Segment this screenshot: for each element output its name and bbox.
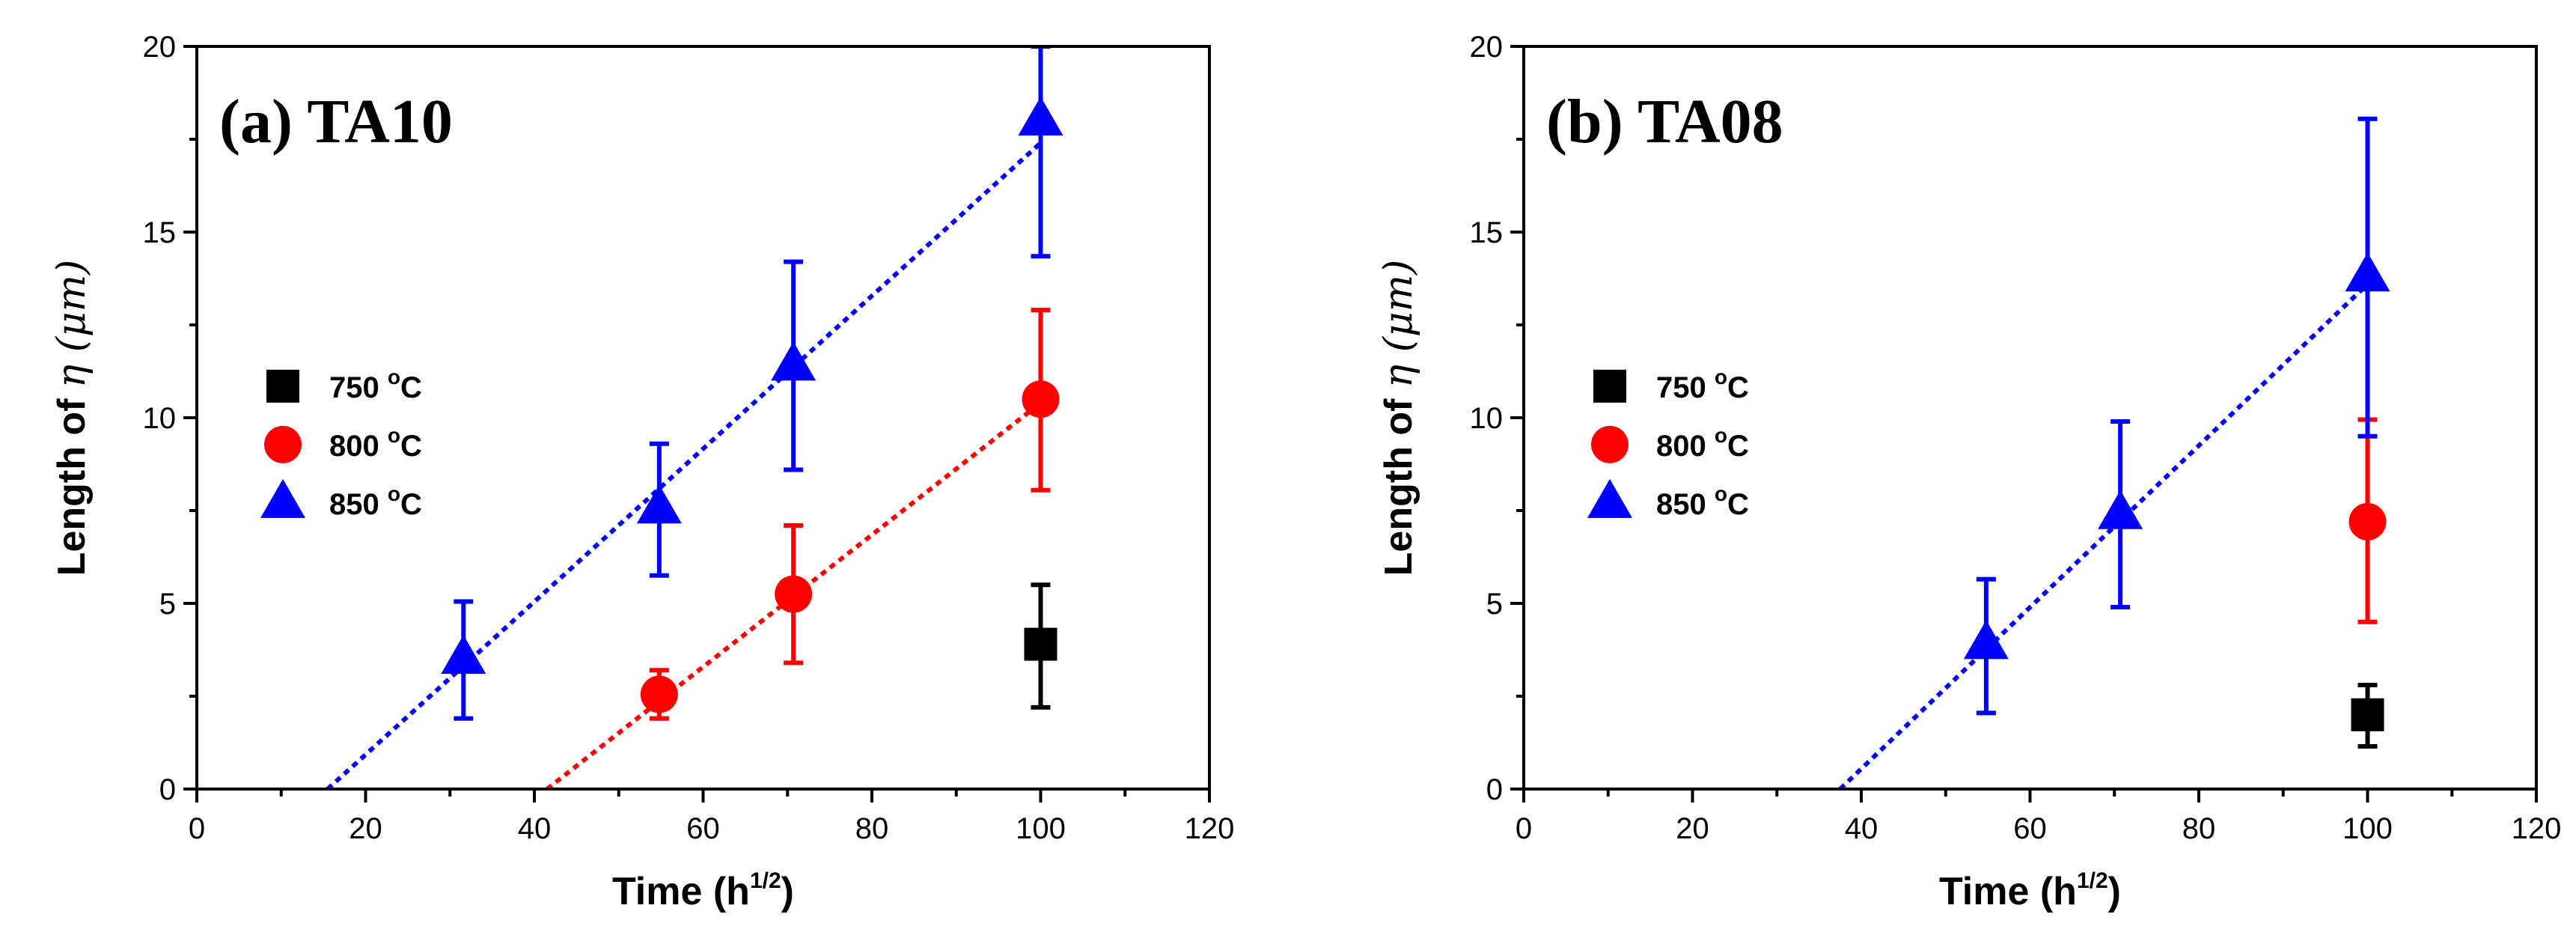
y-tick-label: 5 [159,588,176,621]
legend-label: 800 oC [1656,424,1749,463]
panel-title: (a) TA10 [219,87,453,156]
data-point-triangle-3 [2345,252,2390,292]
error-bar [1031,46,1051,259]
legend-triangle-icon [1587,478,1632,518]
y-tick-label: 15 [143,216,177,249]
x-tick-label: 120 [2512,812,2562,845]
x-tick-label: 80 [2182,812,2216,845]
fit-line-3 [326,141,1043,789]
legend-label: 850 oC [1656,482,1749,521]
fit-line-3 [1838,282,2369,789]
chart-panel-1: 0 20 40 60 80 100 120 0 5 10 15 20 Time (h1/2) Length… [49,31,1234,913]
y-tick-label: 0 [159,773,176,806]
data-point-triangle-2 [636,484,682,524]
y-tick-label: 20 [143,31,177,64]
x-tick-label: 120 [1185,812,1235,845]
data-point-triangle-3 [771,341,817,381]
panel-title: (b) TA08 [1546,87,1783,156]
data-point-triangle-2 [2098,490,2143,529]
x-tick-label: 60 [2013,812,2047,845]
y-tick-label: 15 [1470,216,1504,249]
legend-entry-2: 800 oC [1591,424,1749,463]
x-tick-label: 40 [518,812,552,845]
y-tick-label: 20 [1470,31,1504,64]
y-tick-label: 10 [1470,402,1504,435]
legend-triangle-icon [260,478,305,518]
legend-square-icon [1593,369,1626,403]
data-point-triangle-1 [441,635,486,674]
x-tick-label: 100 [2342,812,2393,845]
y-axis-title: Length of η (μm) [1376,260,1421,576]
data-point-circle-1 [640,675,678,713]
data-point-square-1 [1024,627,1057,661]
data-point-triangle-1 [1963,620,2009,660]
legend-label: 850 oC [329,482,422,521]
legend-label: 750 oC [1656,365,1749,404]
data-point-circle-3 [1022,380,1060,418]
x-tick-label: 20 [1676,812,1709,845]
data-point-circle-1 [2348,502,2387,540]
y-tick-label: 10 [143,402,177,435]
y-tick-label: 0 [1486,773,1503,806]
x-axis-title: Time (h1/2) [1939,868,2121,913]
legend-entry-1: 750 oC [1593,365,1749,404]
legend-square-icon [266,369,299,403]
x-axis-title: Time (h1/2) [612,868,794,913]
y-tick-label: 5 [1486,588,1503,621]
x-tick-label: 20 [349,812,382,845]
data-point-triangle-4 [1018,96,1063,135]
data-point-circle-2 [775,575,813,613]
legend-circle-icon [1591,425,1629,463]
legend-label: 750 oC [329,365,422,404]
x-tick-label: 100 [1016,812,1066,845]
plot-frame [1522,45,2538,791]
x-tick-label: 0 [189,812,205,845]
fit-line-2 [546,401,1043,789]
chart-panel-2: 0 20 40 60 80 100 120 0 5 10 15 20 Time (h1/2) Length… [1376,31,2561,913]
legend-circle-icon [264,425,302,463]
legend-entry-1: 750 oC [266,365,422,404]
legend-entry-2: 800 oC [264,424,422,463]
plot-frame [195,45,1211,791]
legend-label: 800 oC [329,424,422,463]
x-tick-label: 60 [686,812,720,845]
x-tick-label: 0 [1516,812,1532,845]
legend-entry-3: 850 oC [1587,478,1749,521]
y-axis-title: Length of η (μm) [49,260,94,576]
legend-entry-3: 850 oC [260,478,422,521]
data-point-square-1 [2351,698,2384,731]
x-tick-label: 40 [1845,812,1878,845]
x-tick-label: 80 [855,812,889,845]
